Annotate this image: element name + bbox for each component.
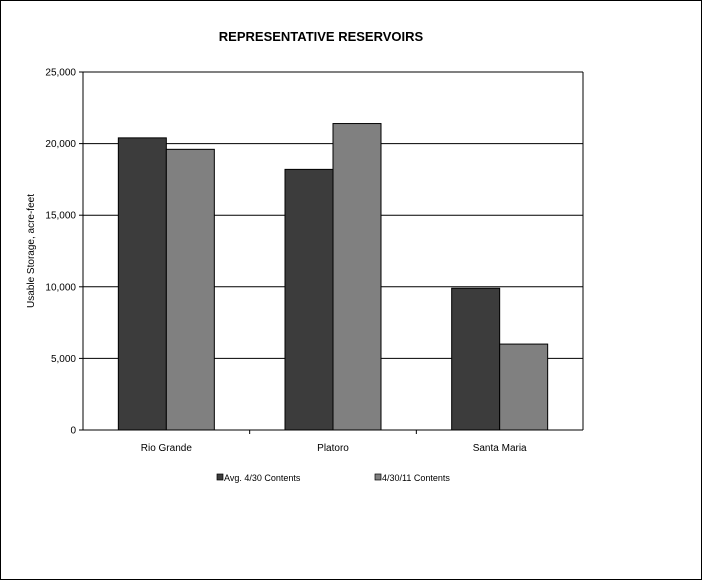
- y-tick-label: 20,000: [45, 139, 76, 150]
- y-tick-label: 0: [70, 426, 76, 437]
- axes: 0 5,000 10,000 15,000 20,000 25,000 Rio Grande…: [45, 68, 584, 454]
- legend: Avg. 4/30 Contents 4/30/11 Contents: [216, 473, 450, 483]
- bar: [499, 343, 549, 431]
- bars: [117, 123, 549, 431]
- legend-label: 4/30/11 Contents: [382, 473, 450, 483]
- x-tick-label: Rio Grande: [141, 443, 193, 454]
- bar: [165, 148, 215, 431]
- x-tick-label: Santa Maria: [473, 443, 527, 454]
- chart-title: REPRESENTATIVE RESERVOIRS: [219, 29, 424, 44]
- bar: [332, 123, 382, 431]
- legend-label: Avg. 4/30 Contents: [224, 473, 301, 483]
- legend-swatch: [216, 473, 224, 481]
- bar: [451, 287, 501, 431]
- bar: [117, 137, 167, 431]
- x-tick-label: Platoro: [317, 443, 349, 454]
- y-tick-label: 15,000: [45, 211, 76, 222]
- y-tick-label: 10,000: [45, 282, 76, 293]
- y-tick-label: 5,000: [51, 354, 76, 365]
- y-tick-label: 25,000: [45, 68, 76, 79]
- bar: [284, 168, 334, 431]
- y-axis-label: Usable Storage, acre-feet: [26, 194, 37, 308]
- legend-swatch: [374, 473, 382, 481]
